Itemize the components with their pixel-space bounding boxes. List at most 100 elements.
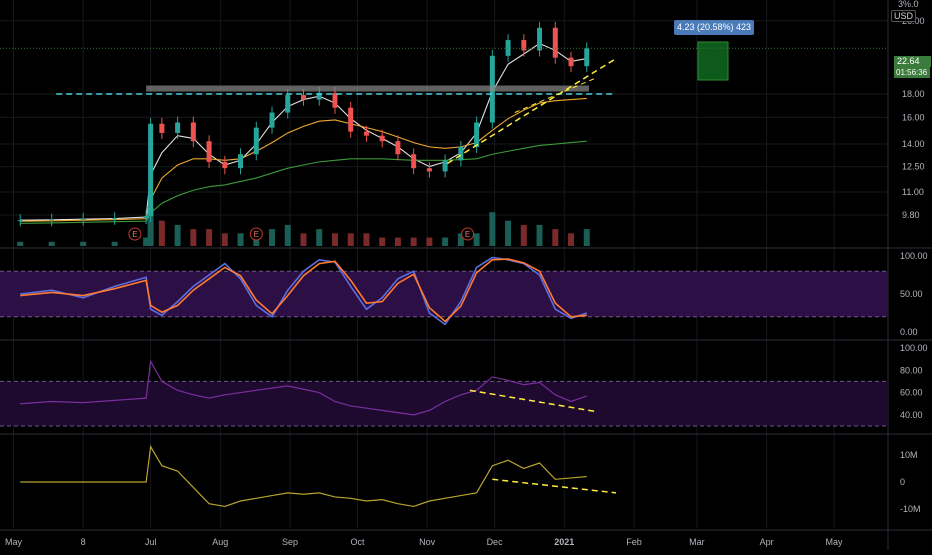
volume-bar xyxy=(237,233,244,246)
price-tick-label: 18.00 xyxy=(902,89,925,99)
candle-body xyxy=(411,154,417,169)
candle-body xyxy=(143,216,149,219)
measure-label[interactable]: 4.23 (20.58%) 423 xyxy=(674,20,754,35)
axes-layer: May8JulAugSepOctNovDec2021FebMarAprMay26… xyxy=(5,16,928,547)
volume-bar xyxy=(174,224,181,246)
volume-bar xyxy=(552,229,559,246)
earnings-marker-label: E xyxy=(465,230,470,239)
candle-body xyxy=(206,141,212,162)
volume-bar xyxy=(457,233,464,246)
time-tick-label: Oct xyxy=(350,537,365,547)
stoch-tick-label: 50.00 xyxy=(900,289,923,299)
volume-bar xyxy=(489,212,496,246)
price-tick-label: 16.00 xyxy=(902,112,925,122)
candle-body xyxy=(80,218,86,220)
volume-bar xyxy=(331,233,338,246)
candle-body xyxy=(552,27,558,58)
volume-bar xyxy=(269,229,276,246)
candle-body xyxy=(148,123,154,217)
time-tick-label: Feb xyxy=(626,537,642,547)
earnings-marker-label: E xyxy=(132,230,137,239)
candle-body xyxy=(159,123,165,133)
stoch-tick-label: 100.00 xyxy=(900,251,928,261)
obv-trendline xyxy=(492,478,617,494)
candle-body xyxy=(253,127,259,155)
candle-body xyxy=(537,27,543,51)
candle-body xyxy=(175,122,181,133)
price-tick-label: 12.50 xyxy=(902,162,925,172)
rsi-tick-label: 100.00 xyxy=(900,343,928,353)
ma-fast-line xyxy=(20,42,587,221)
rsi-trendline xyxy=(469,389,596,413)
time-tick-label: May xyxy=(5,537,23,547)
volume-bar xyxy=(284,224,291,246)
time-tick-label: 2021 xyxy=(554,537,574,547)
volume-bar xyxy=(111,241,118,246)
time-tick-label: May xyxy=(826,537,844,547)
currency-label[interactable]: USD xyxy=(891,10,917,22)
candle-body xyxy=(584,48,590,67)
time-tick-label: 8 xyxy=(81,537,86,547)
time-tick-label: Apr xyxy=(760,537,774,547)
rsi-band xyxy=(0,381,888,426)
volume-bar xyxy=(536,224,543,246)
rsi-tick-label: 60.00 xyxy=(900,388,923,398)
rsi-tick-label: 80.00 xyxy=(900,365,923,375)
candle-body xyxy=(285,95,291,113)
volume-bar xyxy=(300,233,307,246)
volume-bar xyxy=(206,229,213,246)
countdown-label: 01:56:36 xyxy=(894,67,930,78)
candle-body xyxy=(568,57,574,67)
volume-bar xyxy=(583,229,590,246)
volume-bar xyxy=(520,224,527,246)
resistance-zone xyxy=(146,85,590,92)
last-price-label: 22.64 xyxy=(894,56,931,67)
candle-body xyxy=(395,141,401,155)
volume-bar xyxy=(221,233,228,246)
candle-body xyxy=(442,160,448,172)
volume-bar xyxy=(394,237,401,246)
volume-bar xyxy=(48,241,55,246)
price-tick-label: 9.80 xyxy=(902,210,920,220)
measure-box xyxy=(697,41,729,81)
price-tick-label: 14.00 xyxy=(902,139,925,149)
volume-bar xyxy=(410,237,417,246)
candle-body xyxy=(521,40,527,51)
volume-bar xyxy=(158,220,165,246)
price-trendline-2 xyxy=(514,77,596,113)
price-tick-label: 11.00 xyxy=(902,187,924,197)
time-tick-label: Jul xyxy=(145,537,157,547)
candle-body xyxy=(269,112,275,128)
ma-mid-line xyxy=(20,97,587,222)
time-tick-label: Dec xyxy=(487,537,504,547)
candle-body xyxy=(300,95,306,100)
rsi-line xyxy=(20,359,587,416)
obv-tick-label: 10M xyxy=(900,450,918,460)
candle-body xyxy=(348,107,354,132)
rsi-tick-label: 40.00 xyxy=(900,410,923,420)
candle-body xyxy=(474,122,480,147)
stoch-band xyxy=(0,271,888,317)
candle-body xyxy=(458,146,464,161)
volume-bar xyxy=(426,237,433,246)
volume-bar xyxy=(190,229,197,246)
candle-body xyxy=(17,220,23,222)
earnings-marker-label: E xyxy=(254,230,259,239)
volume-bar xyxy=(442,237,449,246)
candle-body xyxy=(505,40,511,56)
ma-slow-line xyxy=(20,140,587,224)
volume-bar xyxy=(80,241,87,246)
obv-tick-label: 0 xyxy=(900,477,905,487)
volume-bar xyxy=(347,233,354,246)
candle-body xyxy=(316,92,322,100)
volume-bar xyxy=(143,237,150,246)
candle-body xyxy=(379,135,385,142)
candle-body xyxy=(222,161,228,169)
volume-bar xyxy=(379,237,386,246)
candle-body xyxy=(363,131,369,136)
candle-body xyxy=(49,219,55,221)
obv-line xyxy=(20,444,587,508)
